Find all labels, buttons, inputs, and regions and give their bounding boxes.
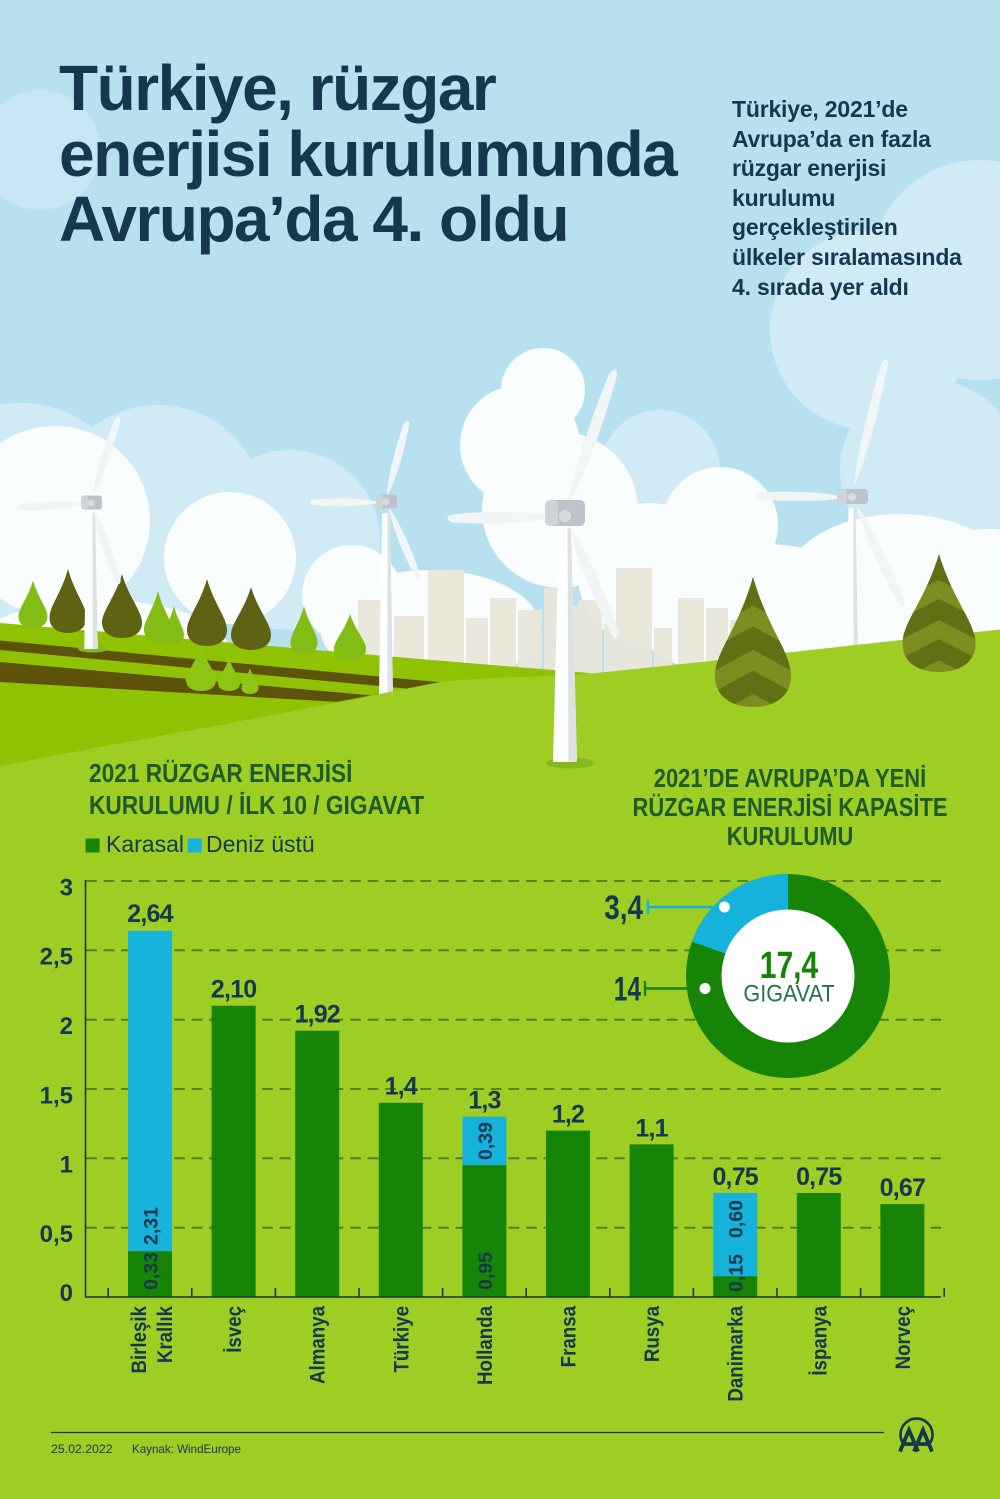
svg-text:2021’DE AVRUPA’DA YENİ: 2021’DE AVRUPA’DA YENİ: [654, 764, 926, 793]
svg-text:Krallık: Krallık: [154, 1305, 177, 1363]
svg-text:0,60: 0,60: [726, 1200, 748, 1238]
svg-text:0: 0: [60, 1280, 73, 1307]
svg-text:KURULUMU / İLK 10 / GIGAVAT: KURULUMU / İLK 10 / GIGAVAT: [89, 792, 424, 821]
svg-text:Karasal: Karasal: [106, 831, 184, 857]
svg-text:Rusya: Rusya: [641, 1305, 664, 1362]
svg-text:Hollanda: Hollanda: [474, 1305, 497, 1385]
svg-text:1: 1: [60, 1152, 73, 1179]
svg-text:0,33: 0,33: [141, 1252, 163, 1290]
svg-text:2,64: 2,64: [127, 900, 173, 928]
svg-text:Deniz üstü: Deniz üstü: [206, 831, 315, 857]
svg-text:Almanya: Almanya: [307, 1305, 330, 1384]
svg-text:0,67: 0,67: [880, 1174, 925, 1202]
svg-text:1,1: 1,1: [635, 1115, 668, 1143]
svg-text:0,15: 0,15: [726, 1254, 748, 1292]
svg-text:Kaynak: WindEurope: Kaynak: WindEurope: [132, 1443, 241, 1456]
svg-text:25.02.2022: 25.02.2022: [51, 1442, 113, 1456]
svg-text:1,3: 1,3: [468, 1087, 500, 1115]
svg-text:Birleşik: Birleşik: [128, 1305, 151, 1373]
svg-text:3,4: 3,4: [604, 888, 643, 926]
svg-text:17,4: 17,4: [760, 945, 818, 987]
svg-text:14: 14: [614, 971, 642, 1009]
svg-text:İspanya: İspanya: [807, 1305, 832, 1375]
svg-text:Norveç: Norveç: [892, 1306, 915, 1369]
svg-text:1,2: 1,2: [552, 1101, 584, 1129]
svg-text:2,31: 2,31: [141, 1207, 163, 1245]
svg-text:KURULUMU: KURULUMU: [727, 822, 854, 851]
svg-text:İsveç: İsveç: [222, 1306, 247, 1353]
svg-text:1,92: 1,92: [294, 1001, 339, 1029]
svg-text:0,95: 0,95: [475, 1252, 497, 1290]
svg-text:3: 3: [60, 874, 73, 901]
svg-text:2,10: 2,10: [211, 976, 256, 1004]
svg-text:0,75: 0,75: [712, 1163, 758, 1191]
svg-text:2,5: 2,5: [40, 944, 73, 971]
svg-text:0,5: 0,5: [40, 1221, 73, 1248]
svg-text:0,75: 0,75: [796, 1163, 842, 1191]
svg-text:2021 RÜZGAR ENERJİSİ: 2021 RÜZGAR ENERJİSİ: [89, 760, 352, 789]
svg-text:1,4: 1,4: [385, 1073, 418, 1101]
svg-text:Türkiye: Türkiye: [390, 1306, 413, 1373]
svg-text:1,5: 1,5: [40, 1082, 73, 1109]
svg-text:0,39: 0,39: [475, 1122, 497, 1160]
svg-text:RÜZGAR ENERJİSİ KAPASİTE: RÜZGAR ENERJİSİ KAPASİTE: [633, 793, 948, 822]
svg-text:2: 2: [60, 1013, 73, 1040]
svg-text:Fransa: Fransa: [557, 1305, 580, 1367]
svg-text:Danimarka: Danimarka: [725, 1305, 748, 1401]
svg-text:GIGAVAT: GIGAVAT: [743, 979, 834, 1006]
